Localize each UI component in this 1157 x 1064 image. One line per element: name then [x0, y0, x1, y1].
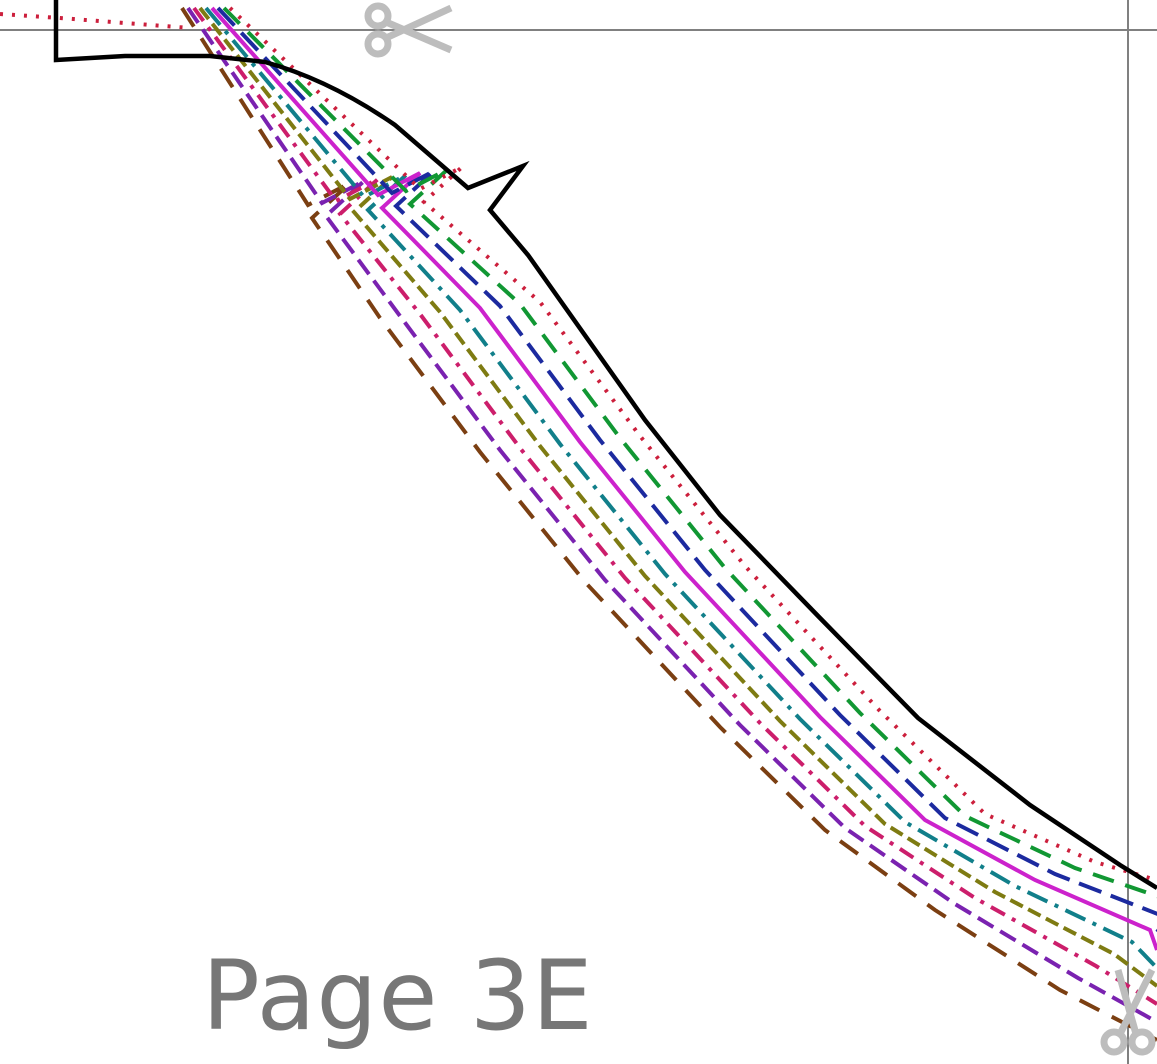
- scissors-icon: [364, 2, 453, 58]
- size-grade-line: [180, 6, 1157, 1042]
- size-grade-line: [204, 6, 1157, 970]
- size-grade-line: [228, 6, 1157, 896]
- size-grade-line: [186, 6, 1157, 1024]
- size-grade-line: [192, 6, 1157, 1006]
- size-grade-line: [210, 6, 1157, 951]
- size-grade-line: [216, 6, 1157, 932]
- page-label: Page 3E: [202, 940, 594, 1052]
- size-grade-line: [0, 12, 191, 30]
- scissors-icon: [1100, 968, 1156, 1056]
- pattern-outline: [53, 0, 1157, 890]
- size-grade-line: [198, 6, 1157, 988]
- size-grade-line: [222, 6, 1157, 914]
- size-grade-lines: [0, 6, 1157, 1042]
